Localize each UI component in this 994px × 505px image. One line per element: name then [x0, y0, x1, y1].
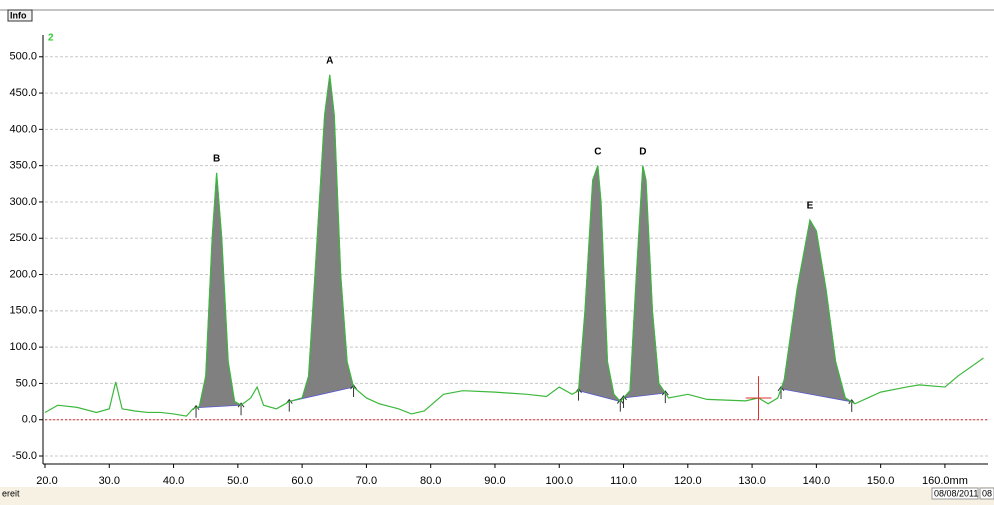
- date-extra: 08: [982, 488, 992, 498]
- peak-label: A: [326, 56, 333, 67]
- signal-line: [44, 74, 984, 417]
- y-tick-label: 350.0: [9, 160, 37, 172]
- x-tick-label: 150.0: [867, 475, 895, 487]
- peak-area: [195, 172, 243, 409]
- x-tick-label: 30.0: [99, 475, 120, 487]
- peak-label: B: [213, 154, 220, 165]
- y-tick-label: 50.0: [16, 377, 37, 389]
- tab[interactable]: [7, 9, 33, 22]
- y-tick-label: -50.0: [12, 450, 37, 462]
- y-tick-label: 450.0: [9, 87, 37, 99]
- tab-label[interactable]: Info: [10, 10, 27, 20]
- y-tick-label: 400.0: [9, 123, 37, 135]
- x-tick-label: 140.0: [803, 475, 831, 487]
- x-tick-label: 130.0: [738, 475, 766, 487]
- plot: -50.00.050.0100.0150.0200.0250.0300.0350…: [9, 35, 988, 487]
- x-tick-label: 70.0: [356, 475, 377, 487]
- x-tick-label: 20.0: [36, 475, 57, 487]
- x-tick-label: 100.0: [545, 475, 573, 487]
- y-tick-label: 300.0: [9, 196, 37, 208]
- x-tick-label: 40.0: [163, 475, 184, 487]
- status-text: ereit: [2, 488, 20, 498]
- status-bar: [0, 487, 994, 505]
- x-tick-label: 120.0: [674, 475, 702, 487]
- y-tick-label: 250.0: [9, 232, 37, 244]
- y-tick-label: 100.0: [9, 341, 37, 353]
- y-tick-label: 500.0: [9, 51, 37, 63]
- x-tick-label: 80.0: [420, 475, 441, 487]
- x-tick-label: 90.0: [484, 475, 505, 487]
- x-tick-label: 50.0: [227, 475, 248, 487]
- date-box: [931, 487, 979, 500]
- peak-area: [289, 74, 355, 402]
- peak-label: C: [594, 146, 601, 157]
- date: 08/08/2011: [934, 488, 978, 498]
- date-box: [979, 487, 994, 500]
- x-tick-label: 110.0: [610, 475, 637, 487]
- trace-label: 2: [48, 33, 54, 44]
- y-tick-label: 150.0: [9, 305, 37, 317]
- x-tick-label: 60.0: [291, 475, 312, 487]
- peak-label: D: [639, 146, 646, 157]
- peak-label: E: [807, 201, 814, 212]
- x-tick-label: 160.0mm: [922, 475, 968, 487]
- cursor-cross: [745, 376, 772, 420]
- y-tick-label: 0.0: [22, 414, 37, 426]
- peak-area: [622, 165, 667, 399]
- y-tick-label: 200.0: [9, 268, 37, 280]
- peak-area: [578, 165, 622, 403]
